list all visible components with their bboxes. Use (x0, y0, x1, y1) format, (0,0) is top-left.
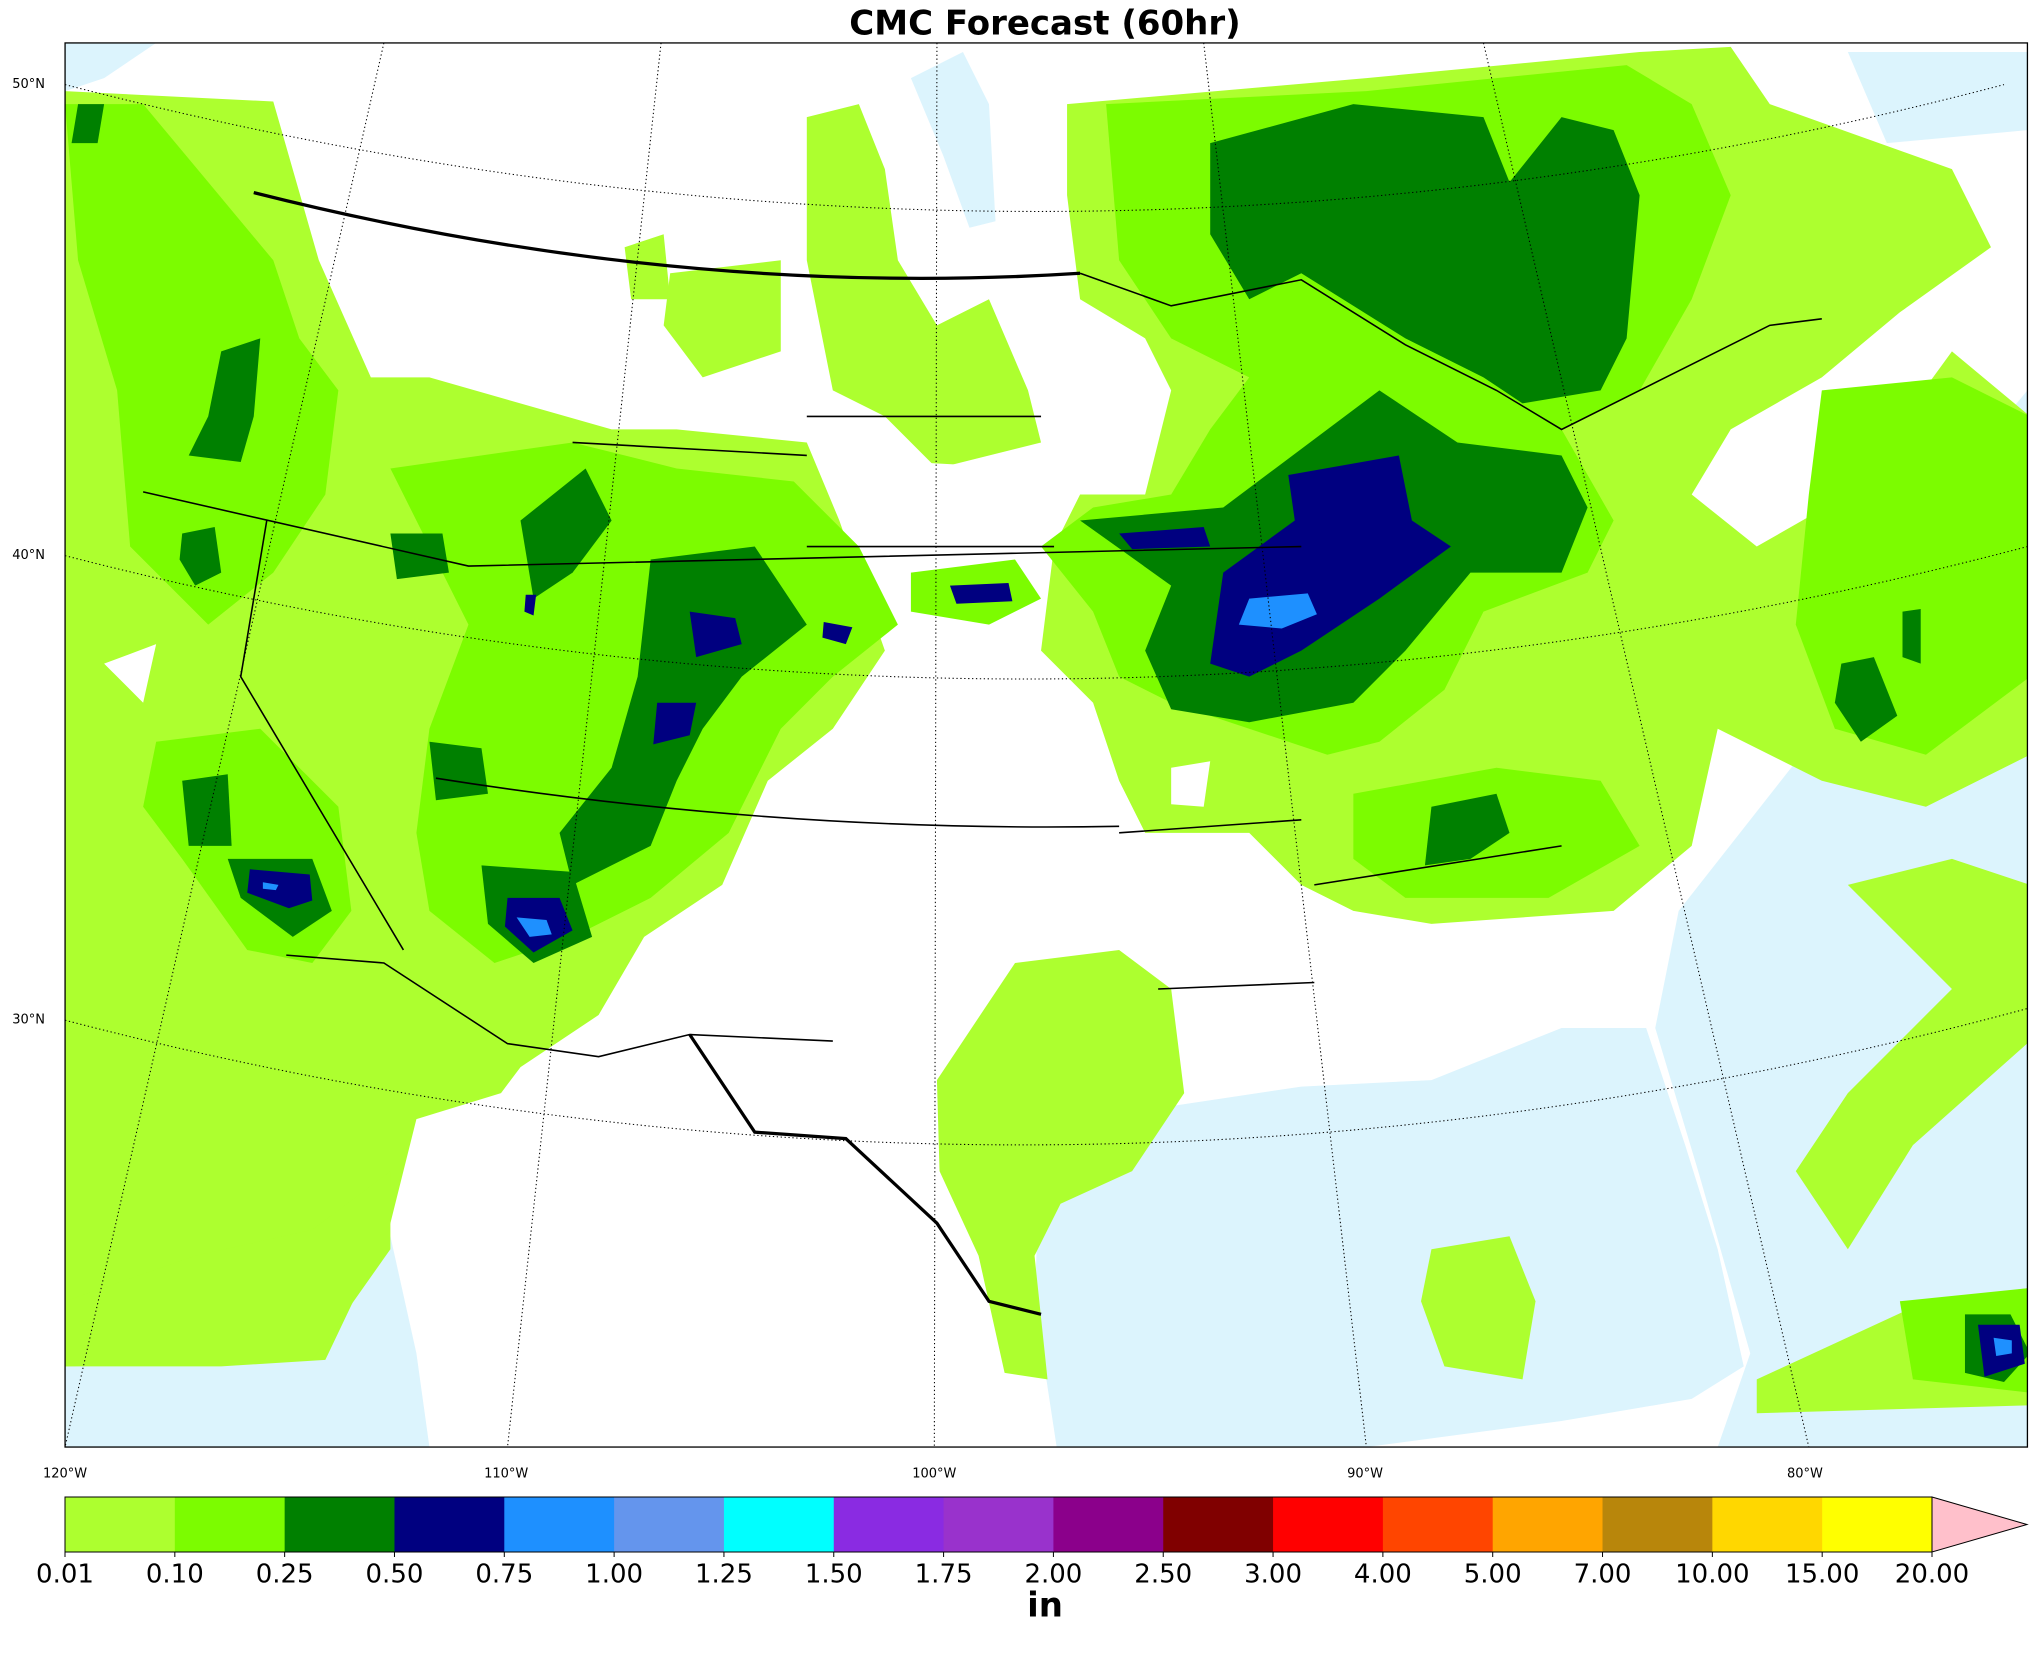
colorbar-tick-label: 2.50 (1134, 1560, 1192, 1590)
colorbar-box (1822, 1497, 1933, 1552)
lon-label: 100°W (912, 1467, 956, 1482)
lat-label: 40°N (12, 548, 45, 563)
colorbar-tick-label: 3.00 (1244, 1560, 1302, 1590)
colorbar-box (1163, 1497, 1274, 1552)
colorbar-box (723, 1497, 835, 1552)
colorbar-unit: in (1027, 1586, 1063, 1626)
colorbar-tick-label: 0.50 (366, 1560, 424, 1590)
colorbar-tick-label: 0.25 (256, 1560, 314, 1590)
colorbar-box (1382, 1497, 1494, 1552)
colorbar-tick-label: 1.25 (695, 1560, 753, 1590)
colorbar-tick-label: 0.75 (475, 1560, 533, 1590)
colorbar-tick-label: 1.75 (915, 1560, 973, 1590)
colorbar-box (1053, 1497, 1164, 1552)
colorbar-box (394, 1497, 505, 1552)
map-frame (64, 42, 2029, 1448)
title: CMC Forecast (60hr) (849, 4, 1240, 44)
colorbar-tick-label: 0.01 (36, 1560, 94, 1590)
lon-label: 110°W (484, 1467, 528, 1482)
lon-label: 90°W (1347, 1467, 1383, 1482)
lat-label: 50°N (12, 77, 45, 92)
colorbar-tick-label: 5.00 (1464, 1560, 1522, 1590)
colorbar-box (284, 1497, 395, 1552)
colorbar-tick-label: 4.00 (1354, 1560, 1412, 1590)
colorbar-box (1492, 1497, 1604, 1552)
colorbar-box (1712, 1497, 1823, 1552)
lat-label: 30°N (12, 1013, 45, 1028)
colorbar-box (174, 1497, 286, 1552)
lon-label: 80°W (1787, 1467, 1823, 1482)
borders (142, 191, 1822, 1316)
colorbar-box (614, 1497, 725, 1552)
lon-labels: 120°W 110°W 100°W 90°W 80°W (43, 1467, 1823, 1482)
precip-0.75 (262, 593, 2012, 1356)
colorbar-box (1602, 1497, 1713, 1552)
colorbar-extend (1931, 1496, 2029, 1553)
colorbar: 0.01 0.10 0.25 0.50 0.75 1.00 1.25 1.50 1.75 2.00… (36, 1496, 2029, 1590)
colorbar-tick-label: 1.00 (585, 1560, 643, 1590)
colorbar-tick-label: 15.00 (1785, 1560, 1859, 1590)
map (64, 42, 2029, 1448)
colorbar-tick-label: 2.00 (1024, 1560, 1082, 1590)
colorbar-box (1273, 1497, 1384, 1552)
colorbar-tick-label: 7.00 (1574, 1560, 1632, 1590)
gaps (104, 461, 1211, 807)
lat-labels: 50°N 40°N 30°N (12, 77, 45, 1028)
colorbar-tick-label: 1.50 (805, 1560, 863, 1590)
colorbar-tick-label: 10.00 (1675, 1560, 1749, 1590)
colorbar-box (943, 1497, 1054, 1552)
colorbar-box (504, 1497, 615, 1552)
colorbar-tick-label: 0.10 (146, 1560, 204, 1590)
colorbar-frame (64, 1496, 1932, 1553)
colorbar-box (65, 1497, 176, 1552)
colorbar-tick-label: 20.00 (1895, 1560, 1969, 1590)
lon-label: 120°W (43, 1467, 87, 1482)
colorbar-box (833, 1497, 945, 1552)
